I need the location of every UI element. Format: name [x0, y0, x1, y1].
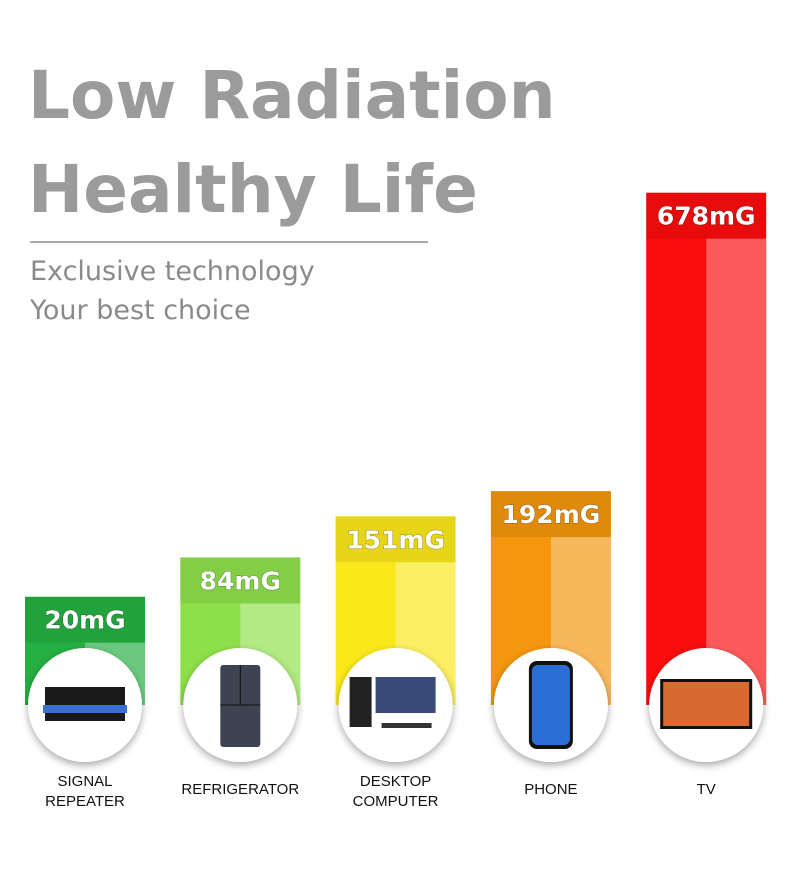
value-label: 151mG: [346, 525, 445, 554]
bar-header: [335, 516, 456, 563]
icon: [660, 679, 753, 729]
bar-header: [646, 192, 767, 239]
icon: [663, 682, 750, 726]
category-label: SIGNAL REPEATER: [45, 773, 125, 810]
bar: [646, 192, 767, 705]
value-label: 20mG: [44, 606, 125, 635]
category-label: TV: [696, 781, 716, 798]
icon: [349, 677, 436, 728]
category-label: PHONE: [524, 781, 578, 798]
category-label: DESKTOP COMPUTER: [352, 773, 439, 810]
icon: [43, 705, 127, 713]
icon: [531, 665, 570, 745]
annotation: Exclusive technology: [30, 256, 315, 287]
icon: [381, 723, 432, 728]
value-label: 84mG: [200, 566, 281, 595]
value-label: 678mG: [657, 202, 756, 231]
category-label: REFRIGERATOR: [181, 781, 300, 798]
bar-header: [25, 596, 145, 643]
chart-title: Low Radiation: [28, 57, 556, 134]
bar-header: [180, 557, 301, 604]
icon: [375, 677, 436, 713]
icon: [528, 661, 573, 749]
icon: [220, 665, 261, 747]
value-label: 192mG: [502, 500, 601, 529]
icon: [43, 687, 127, 721]
icon: [349, 677, 372, 727]
icon: [45, 687, 125, 721]
chart-subtitle: Healthy Life: [28, 151, 478, 228]
bar-highlight: [706, 238, 767, 705]
bar-header: [490, 491, 611, 538]
icon: [220, 665, 261, 747]
annotation: Your best choice: [29, 295, 251, 326]
